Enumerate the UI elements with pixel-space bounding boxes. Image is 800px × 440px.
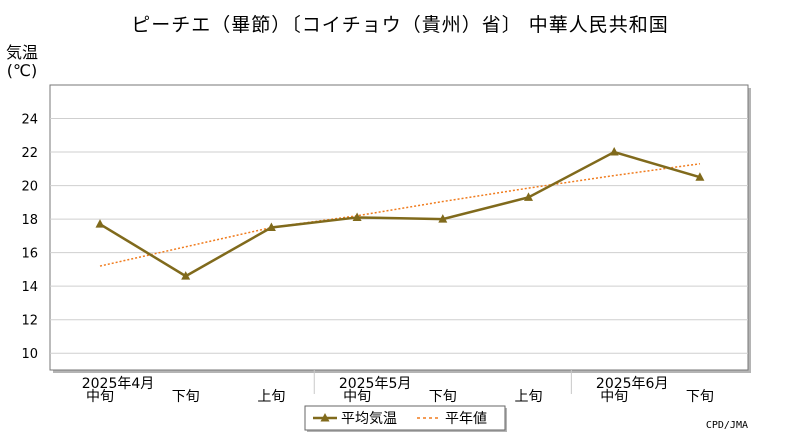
chart-title: ピーチエ（畢節）〔コイチョウ（貴州）省〕 中華人民共和国	[131, 14, 669, 36]
x-tick-label: 上旬	[257, 389, 285, 405]
x-tick-label: 中旬	[86, 389, 114, 405]
average-temp-point	[352, 212, 362, 221]
x-tick-label: 上旬	[515, 389, 543, 405]
y-tick-label: 20	[21, 180, 38, 195]
legend-box	[304, 405, 506, 431]
average-temp-point	[181, 271, 191, 280]
average-temp-series-line	[99, 150, 701, 278]
average-temp-point	[266, 222, 276, 231]
y-axis-label-name: 気温	[5, 43, 38, 62]
month-label: 2025年6月	[596, 376, 669, 392]
legend-average-label: 平均気温	[341, 411, 397, 427]
x-tick-label: 下旬	[686, 389, 714, 405]
month-label: 2025年4月	[82, 376, 155, 392]
average-temp-point	[524, 192, 533, 201]
y-tick-label: 10	[21, 347, 38, 362]
x-tick-label: 中旬	[600, 389, 628, 405]
average-temp-point	[609, 147, 619, 156]
y-tick-label: 22	[21, 146, 38, 161]
plot-area	[49, 84, 749, 371]
month-label: 2025年5月	[339, 376, 412, 392]
y-tick-label: 24	[21, 113, 38, 128]
x-tick-label: 中旬	[343, 389, 371, 405]
y-tick-label: 16	[21, 247, 38, 262]
legend-average-marker	[320, 413, 330, 422]
y-tick-label: 14	[21, 280, 38, 295]
average-temp-point	[438, 214, 448, 223]
legend-normal-label: 平年値	[445, 411, 487, 427]
y-tick-label: 12	[21, 314, 38, 329]
y-axis-label-unit: (℃)	[6, 61, 38, 80]
average-temp-point	[695, 172, 705, 181]
x-tick-label: 下旬	[172, 389, 200, 405]
average-temp-point	[95, 219, 105, 228]
y-tick-label: 18	[21, 213, 38, 228]
x-tick-label: 下旬	[429, 389, 457, 405]
credit-text: CPD/JMA	[705, 420, 748, 431]
normal-series-line	[99, 163, 701, 267]
y-axis-label: 気温 (℃)	[0, 44, 44, 80]
